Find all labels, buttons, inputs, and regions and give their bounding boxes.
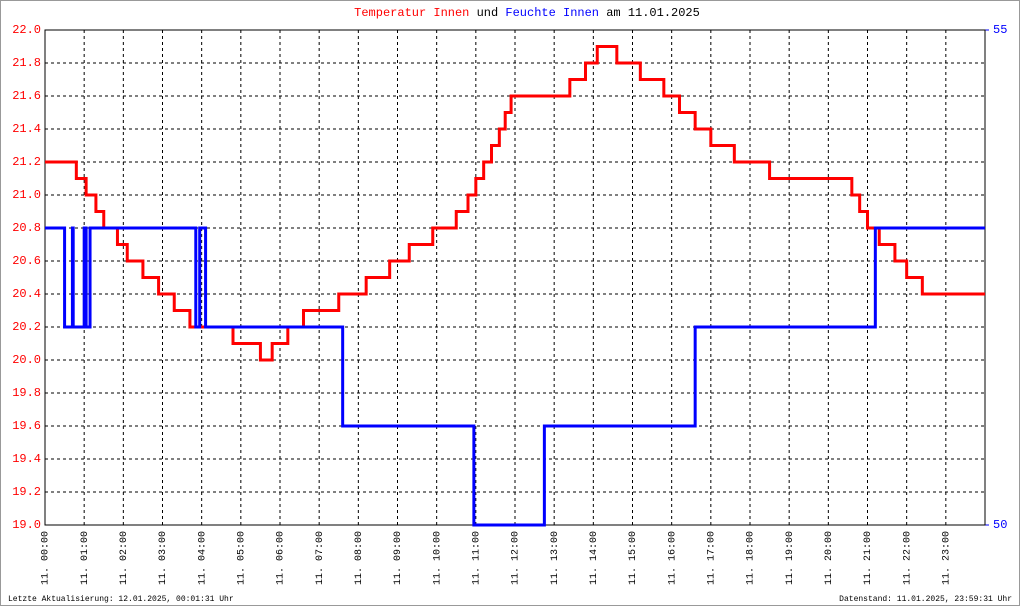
series-line: [45, 226, 985, 527]
x-tick-label: 11. 01:00: [80, 531, 91, 585]
x-tick-label: 11. 00:00: [41, 531, 52, 585]
y-tick-label: 20.6: [12, 254, 41, 268]
y-tick-label: 20.2: [12, 320, 41, 334]
x-tick-label: 11. 04:00: [197, 531, 208, 585]
y-tick-label: 19.8: [12, 386, 41, 400]
x-tick-label: 11. 05:00: [236, 531, 247, 585]
x-tick-label: 11. 03:00: [158, 531, 169, 585]
title-part: am 11.01.2025: [606, 6, 700, 20]
y-tick-label: 20.8: [12, 221, 41, 235]
x-tick-label: 11. 11:00: [471, 531, 482, 585]
y-tick-label: 22.0: [12, 23, 41, 37]
y-tick-label: 19.2: [12, 485, 41, 499]
x-tick-label: 11. 21:00: [863, 531, 874, 585]
y-tick-label: 21.4: [12, 122, 41, 136]
y2-tick-label: 55: [993, 23, 1007, 37]
title-part: Feuchte Innen: [505, 6, 599, 20]
y-tick-label: 21.0: [12, 188, 41, 202]
x-tick-label: 11. 22:00: [902, 531, 913, 585]
y-tick-label: 19.0: [12, 518, 41, 532]
x-tick-label: 11. 23:00: [941, 531, 952, 585]
x-tick-label: 11. 10:00: [432, 531, 443, 585]
y-tick-label: 20.0: [12, 353, 41, 367]
y-tick-label: 20.4: [12, 287, 41, 301]
y-tick-label: 21.6: [12, 89, 41, 103]
x-tick-label: 11. 12:00: [511, 531, 522, 585]
footer-left: Letzte Aktualisierung: 12.01.2025, 00:01…: [8, 595, 234, 604]
x-tick-label: 11. 13:00: [550, 531, 561, 585]
footer-right: Datenstand: 11.01.2025, 23:59:31 Uhr: [839, 595, 1012, 604]
x-tick-label: 11. 16:00: [667, 531, 678, 585]
x-tick-label: 11. 14:00: [589, 531, 600, 585]
y-tick-label: 21.2: [12, 155, 41, 169]
x-tick-label: 11. 18:00: [746, 531, 757, 585]
x-tick-label: 11. 02:00: [119, 531, 130, 585]
x-tick-label: 11. 19:00: [785, 531, 796, 585]
x-tick-label: 11. 20:00: [824, 531, 835, 585]
y-tick-label: 21.8: [12, 56, 41, 70]
y-tick-label: 19.4: [12, 452, 41, 466]
x-tick-label: 11. 15:00: [628, 531, 639, 585]
x-tick-label: 11. 08:00: [354, 531, 365, 585]
chart-title: Temperatur Innen und Feuchte Innen am 11…: [354, 6, 700, 20]
y-tick-label: 19.6: [12, 419, 41, 433]
x-tick-label: 11. 06:00: [276, 531, 287, 585]
x-tick-label: 11. 09:00: [393, 531, 404, 585]
title-part: und: [477, 6, 499, 20]
y2-tick-label: 50: [993, 518, 1007, 532]
series-line: [45, 45, 985, 362]
x-tick-label: 11. 17:00: [706, 531, 717, 585]
x-tick-label: 11. 07:00: [315, 531, 326, 585]
title-part: Temperatur Innen: [354, 6, 469, 20]
